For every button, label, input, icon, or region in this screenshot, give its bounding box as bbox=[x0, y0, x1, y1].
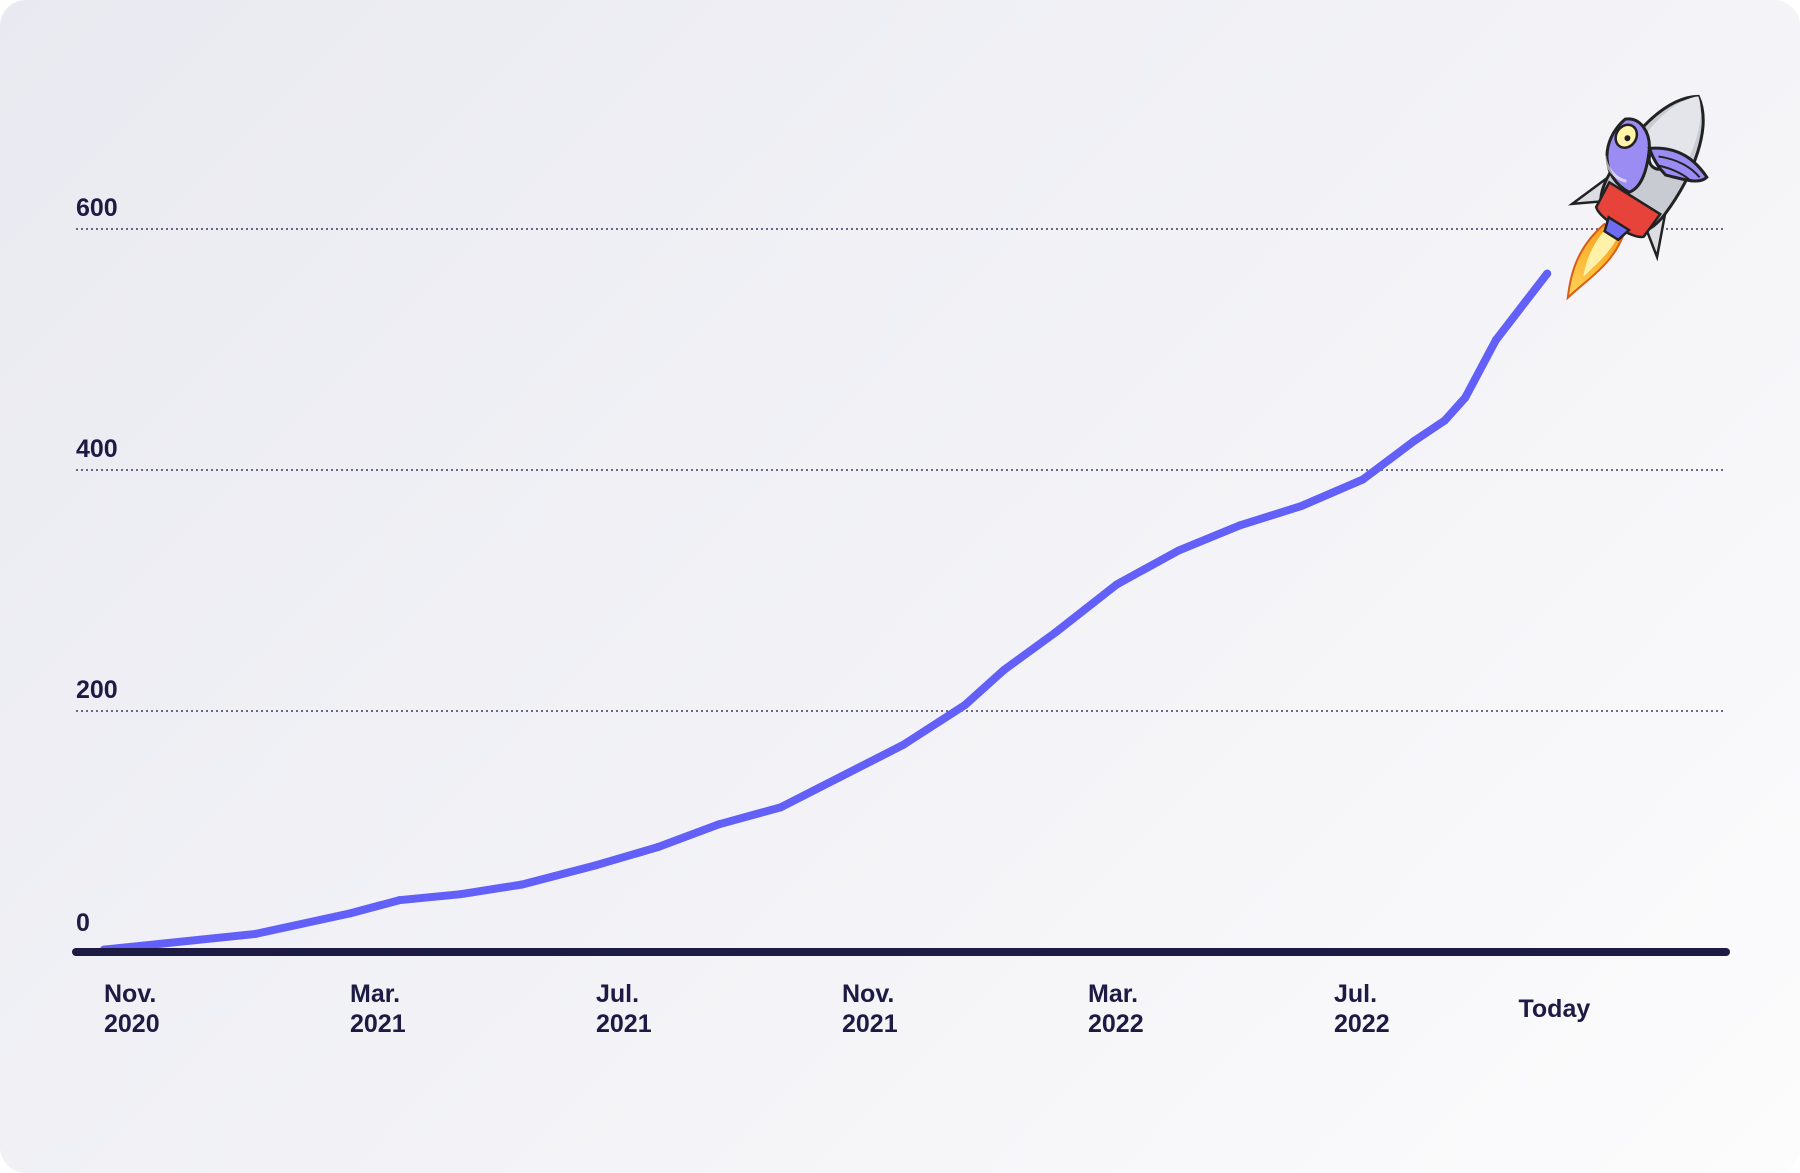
x-tick-label-line: Jul. bbox=[1334, 980, 1377, 1008]
data-point bbox=[1409, 437, 1418, 446]
x-tick-label: Mar. 2022 bbox=[1088, 980, 1144, 1038]
data-point bbox=[776, 803, 785, 812]
x-tick-label: Today bbox=[1519, 995, 1591, 1023]
rocket-mascot bbox=[1603, 117, 1709, 194]
data-point bbox=[251, 929, 260, 938]
x-tick-label-line: 2021 bbox=[350, 1010, 406, 1038]
x-tick-label: Mar. 2021 bbox=[350, 980, 406, 1038]
series-layer bbox=[100, 269, 1552, 954]
x-tick-label-line: Jul. bbox=[596, 980, 639, 1008]
data-point bbox=[715, 820, 723, 829]
data-point bbox=[961, 700, 969, 709]
y-tick-label: 400 bbox=[76, 435, 118, 463]
data-point bbox=[899, 740, 908, 749]
x-tick-label: Nov. 2021 bbox=[842, 980, 898, 1038]
data-point bbox=[1112, 580, 1121, 589]
x-tick-label-line: Nov. bbox=[104, 980, 156, 1008]
rocket-illustration bbox=[1566, 94, 1709, 301]
data-point bbox=[346, 909, 354, 918]
grid-lines bbox=[76, 228, 1726, 712]
x-tick-label-line: 2022 bbox=[1334, 1010, 1390, 1038]
data-point bbox=[1440, 416, 1449, 425]
y-axis-ticks: 0 200 400 600 bbox=[76, 194, 118, 937]
x-tick-label: Jul. 2022 bbox=[1334, 980, 1390, 1038]
x-tick-label: Nov. 2020 bbox=[104, 980, 160, 1038]
data-point bbox=[1461, 393, 1470, 402]
y-tick-label: 600 bbox=[76, 194, 118, 222]
x-tick-label-line: Nov. bbox=[842, 980, 894, 1008]
data-point bbox=[395, 896, 404, 905]
x-tick-label-line: 2021 bbox=[596, 1010, 652, 1038]
data-point bbox=[518, 880, 527, 889]
data-point bbox=[1235, 521, 1244, 530]
series-line bbox=[100, 269, 1552, 954]
data-point bbox=[1491, 335, 1500, 344]
x-tick-label-line: Today bbox=[1519, 995, 1591, 1023]
y-tick-label: 200 bbox=[76, 676, 118, 704]
x-tick-label-line: 2022 bbox=[1088, 1010, 1144, 1038]
data-point bbox=[999, 666, 1008, 675]
data-point bbox=[653, 843, 662, 852]
data-point bbox=[1297, 502, 1306, 511]
data-point bbox=[1051, 628, 1060, 637]
x-tick-label: Jul. 2021 bbox=[596, 980, 652, 1038]
data-point bbox=[838, 772, 846, 781]
x-tick-label-line: Mar. bbox=[350, 980, 400, 1008]
x-tick-label-line: 2021 bbox=[842, 1010, 898, 1038]
rocket-flame bbox=[1566, 222, 1625, 301]
data-point bbox=[1543, 269, 1552, 278]
data-point bbox=[456, 890, 465, 899]
x-tick-label-line: 2020 bbox=[104, 1010, 160, 1038]
data-point bbox=[592, 861, 600, 870]
y-tick-label: 0 bbox=[76, 909, 90, 937]
data-point bbox=[1174, 546, 1183, 555]
rocket-nozzle bbox=[1603, 215, 1632, 242]
x-tick-label-line: Mar. bbox=[1088, 980, 1138, 1008]
data-point bbox=[1358, 475, 1367, 484]
